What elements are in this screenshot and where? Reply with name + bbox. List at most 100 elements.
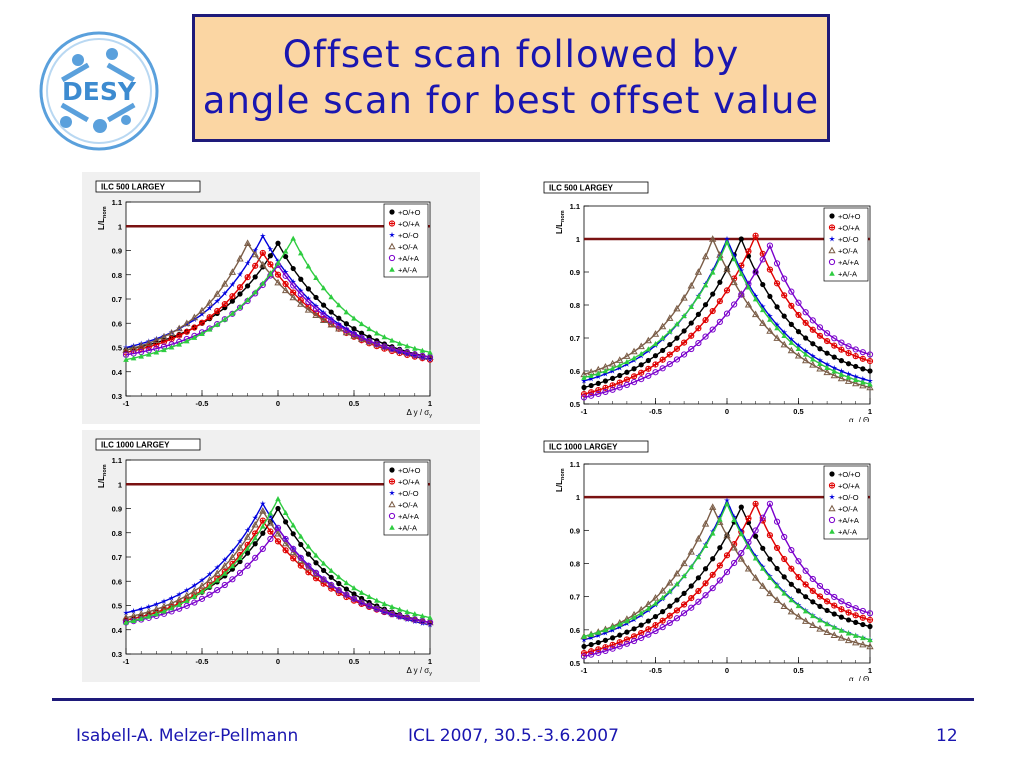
data-point bbox=[659, 356, 666, 363]
legend-label: +A/+A bbox=[838, 516, 859, 525]
data-point bbox=[630, 373, 638, 380]
data-point bbox=[343, 591, 350, 598]
data-point bbox=[366, 602, 373, 609]
data-point bbox=[161, 347, 167, 353]
data-point bbox=[198, 306, 206, 314]
data-point bbox=[866, 383, 874, 391]
data-point bbox=[652, 353, 659, 359]
data-point bbox=[766, 266, 773, 273]
data-point bbox=[867, 368, 873, 374]
data-point bbox=[652, 627, 659, 635]
chart-title-box: ILC 500 LARGEY bbox=[543, 181, 649, 194]
data-point bbox=[780, 340, 788, 348]
data-point bbox=[237, 271, 243, 277]
data-point-cross bbox=[746, 249, 751, 254]
data-point-cross bbox=[853, 353, 858, 359]
data-point bbox=[145, 603, 152, 610]
data-point bbox=[290, 555, 297, 562]
data-point bbox=[168, 344, 175, 350]
data-point bbox=[602, 378, 609, 384]
data-point bbox=[738, 291, 745, 298]
data-point-cross bbox=[767, 532, 773, 538]
y-tick-label: 0.6 bbox=[112, 577, 122, 586]
data-point bbox=[773, 544, 781, 552]
data-point bbox=[228, 553, 237, 561]
data-point bbox=[681, 573, 687, 579]
data-point-cross bbox=[184, 329, 190, 335]
data-point bbox=[803, 594, 809, 600]
data-point bbox=[688, 564, 695, 570]
data-point bbox=[312, 569, 320, 576]
data-point-cross bbox=[638, 370, 644, 376]
legend-label: +A/-A bbox=[398, 524, 417, 533]
legend-label: +O/+A bbox=[398, 478, 420, 487]
data-point bbox=[809, 587, 816, 594]
data-point bbox=[716, 513, 723, 520]
data-point bbox=[183, 602, 190, 609]
data-point bbox=[602, 370, 609, 377]
data-point-cross bbox=[581, 650, 587, 656]
y-tick-label: 0.6 bbox=[112, 319, 122, 328]
chart-title-frame bbox=[95, 180, 201, 193]
data-point-cross bbox=[275, 539, 281, 544]
series-1 bbox=[580, 232, 874, 398]
data-point bbox=[290, 531, 296, 537]
data-point bbox=[659, 624, 666, 631]
data-point bbox=[831, 354, 837, 360]
x-tick-label: -1 bbox=[581, 666, 588, 675]
data-point bbox=[412, 611, 418, 617]
x-tick-label: 1 bbox=[428, 657, 432, 666]
data-point bbox=[616, 639, 623, 646]
data-point bbox=[609, 624, 616, 630]
data-point bbox=[138, 615, 144, 621]
data-point bbox=[816, 324, 824, 331]
data-point bbox=[259, 500, 266, 507]
data-point bbox=[652, 361, 659, 368]
data-point bbox=[190, 313, 199, 321]
data-point-cross bbox=[631, 374, 637, 379]
legend-label: +O/+O bbox=[398, 208, 421, 217]
y-tick-label: 0.7 bbox=[112, 553, 122, 562]
data-point bbox=[837, 374, 846, 382]
data-point bbox=[244, 297, 251, 303]
data-point bbox=[290, 278, 297, 285]
chart-title: ILC 1000 LARGEY bbox=[549, 443, 618, 452]
data-point bbox=[695, 554, 702, 560]
data-point bbox=[321, 302, 327, 308]
data-point-cross bbox=[810, 588, 816, 594]
y-tick-label: 0.9 bbox=[570, 526, 580, 535]
y-axis-label-sub: nom bbox=[102, 206, 108, 218]
data-point bbox=[638, 351, 644, 357]
data-point bbox=[859, 640, 867, 648]
data-point bbox=[222, 316, 228, 322]
data-point bbox=[381, 334, 388, 340]
data-point bbox=[624, 369, 630, 375]
data-point bbox=[609, 382, 616, 389]
data-point bbox=[859, 349, 866, 356]
data-point bbox=[610, 635, 616, 641]
data-point bbox=[752, 527, 759, 534]
y-axis-label-sub: nom bbox=[102, 464, 108, 476]
data-point bbox=[396, 612, 403, 620]
data-point bbox=[624, 618, 630, 624]
y-tick-label: 0.6 bbox=[570, 367, 580, 376]
data-point bbox=[859, 375, 866, 382]
data-point bbox=[245, 283, 251, 289]
data-point bbox=[723, 310, 731, 317]
data-point bbox=[817, 603, 823, 609]
data-point bbox=[588, 648, 595, 655]
data-point bbox=[213, 290, 221, 297]
data-point bbox=[313, 294, 319, 301]
data-point bbox=[695, 339, 702, 347]
data-point bbox=[313, 302, 319, 309]
data-point bbox=[237, 554, 243, 560]
chart-angle-1000: ILC 1000 LARGEY 0.5 0.6 0.7 0.8 0.9 1 1.1 -1 -0.5… bbox=[543, 440, 874, 681]
data-point bbox=[767, 293, 773, 300]
data-point bbox=[298, 541, 304, 548]
data-point bbox=[738, 267, 745, 274]
data-point bbox=[695, 311, 701, 317]
data-point bbox=[419, 613, 426, 619]
data-point bbox=[183, 319, 191, 327]
data-point bbox=[788, 581, 794, 587]
data-point bbox=[845, 361, 852, 367]
